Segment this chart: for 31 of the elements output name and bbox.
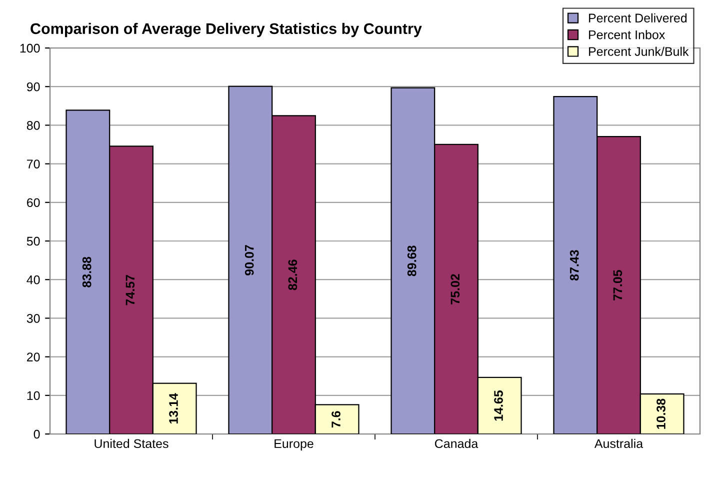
data-label: 90.07	[244, 245, 254, 276]
y-tick-label: 90	[26, 82, 40, 92]
y-tick-label: 60	[27, 198, 40, 208]
data-label: 14.65	[494, 390, 503, 421]
y-tick-label: 40	[26, 275, 40, 284]
legend-label: Percent Delivered	[589, 13, 687, 22]
y-tick-label: 20	[27, 352, 40, 362]
data-label: 89.68	[407, 246, 416, 276]
data-label: 74.57	[126, 274, 135, 306]
data-label: 77.05	[613, 270, 622, 300]
y-tick-label: 0	[34, 430, 40, 439]
y-tick-label: 100	[20, 44, 40, 53]
data-label: 75.02	[450, 274, 460, 304]
legend-label: Percent Inbox	[589, 30, 666, 40]
data-label: 83.88	[82, 256, 92, 288]
y-tick-label: 10	[27, 391, 40, 400]
x-tick-label: Canada	[434, 438, 478, 448]
x-tick-label: Australia	[594, 438, 644, 448]
x-tick-label: United States	[94, 438, 168, 448]
data-label: 82.46	[288, 260, 298, 290]
data-label: 13.14	[169, 393, 178, 424]
y-tick-label: 30	[26, 314, 40, 323]
data-label: 87.43	[570, 250, 579, 280]
y-tick-label: 80	[26, 121, 40, 130]
y-tick-label: 50	[26, 236, 40, 246]
data-label: 10.38	[656, 398, 666, 429]
data-label: 7.6	[332, 411, 340, 428]
legend-label: Percent Junk/Bulk	[589, 46, 689, 56]
y-tick-label: 70	[27, 160, 40, 168]
chart-title: Comparison of Average Delivery Statistics by Country	[30, 22, 422, 38]
x-tick-label: Europe	[274, 439, 314, 451]
